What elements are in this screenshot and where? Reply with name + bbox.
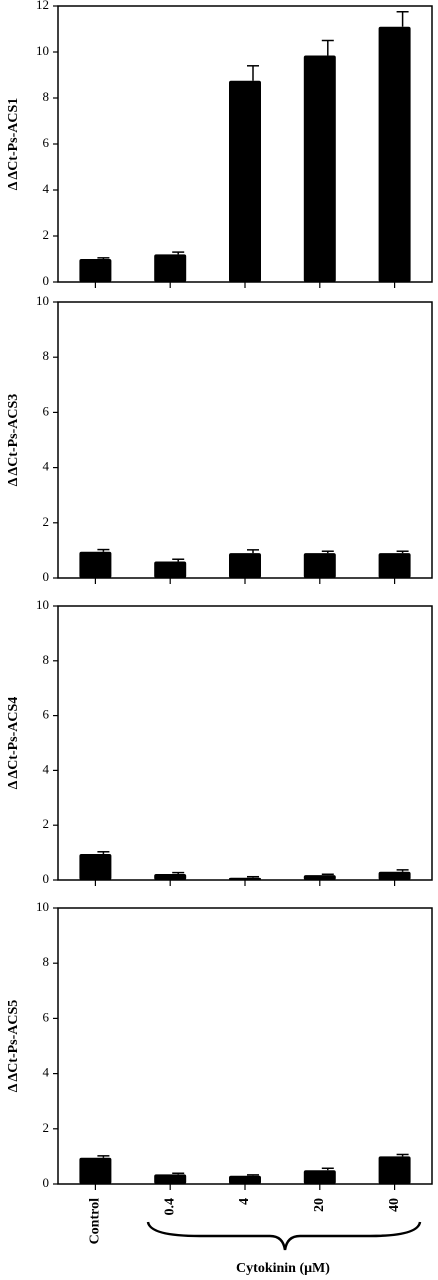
bar — [303, 1170, 336, 1184]
y-axis-label: Δ ΔCt-Ps-ACS1 — [6, 98, 21, 191]
y-axis-label: Δ ΔCt-Ps-ACS4 — [6, 697, 21, 790]
y-axis-label: Δ ΔCt-Ps-ACS5 — [6, 1000, 21, 1093]
bar — [154, 561, 187, 578]
y-tick-label: 10 — [36, 293, 49, 308]
y-tick-label: 4 — [43, 1065, 50, 1080]
y-tick-label: 8 — [43, 652, 50, 667]
y-tick-label: 8 — [43, 348, 50, 363]
y-tick-label: 0 — [43, 871, 50, 886]
bar — [303, 875, 336, 880]
y-tick-label: 6 — [43, 707, 50, 722]
bar — [154, 254, 187, 282]
bar — [303, 553, 336, 578]
bar — [229, 877, 261, 880]
bar — [154, 1174, 187, 1184]
x-tick-label: 40 — [387, 1198, 402, 1212]
y-tick-label: 4 — [43, 459, 50, 474]
bar — [79, 853, 112, 880]
bar — [229, 1175, 261, 1184]
bar — [378, 1156, 411, 1184]
y-tick-label: 6 — [43, 403, 50, 418]
y-tick-label: 4 — [43, 181, 50, 196]
bar — [79, 259, 112, 282]
y-tick-label: 2 — [43, 227, 50, 242]
y-tick-label: 10 — [36, 43, 49, 58]
x-tick-label: 0.4 — [162, 1198, 177, 1216]
y-tick-label: 6 — [43, 1009, 50, 1024]
y-tick-label: 0 — [43, 569, 50, 584]
y-tick-label: 6 — [43, 135, 50, 150]
y-tick-label: 12 — [36, 0, 49, 12]
bar — [303, 55, 336, 283]
bar — [79, 551, 112, 578]
x-tick-label: 20 — [312, 1198, 327, 1212]
y-tick-label: 4 — [43, 761, 50, 776]
bar — [79, 1157, 112, 1184]
bar — [378, 26, 411, 283]
bar — [154, 873, 187, 880]
bar — [229, 553, 261, 578]
y-tick-label: 0 — [43, 1175, 50, 1190]
bar — [378, 871, 411, 880]
y-tick-label: 0 — [43, 273, 50, 288]
y-tick-label: 8 — [43, 89, 50, 104]
y-tick-label: 10 — [36, 899, 49, 914]
bar — [378, 553, 411, 578]
plot-frame — [57, 605, 433, 881]
y-tick-label: 8 — [43, 954, 50, 969]
x-tick-label: 4 — [237, 1198, 252, 1205]
y-tick-label: 2 — [43, 816, 50, 831]
brace — [146, 1221, 422, 1251]
x-axis-label: Cytokinin (μM) — [236, 1261, 330, 1276]
bar — [229, 80, 261, 282]
x-tick-label: Control — [88, 1198, 103, 1245]
plot-frame — [57, 907, 433, 1185]
y-tick-label: 2 — [43, 1120, 50, 1135]
plot-frame — [57, 301, 433, 579]
y-tick-label: 10 — [36, 597, 49, 612]
y-tick-label: 2 — [43, 514, 50, 529]
y-axis-label: Δ ΔCt-Ps-ACS3 — [6, 394, 21, 487]
